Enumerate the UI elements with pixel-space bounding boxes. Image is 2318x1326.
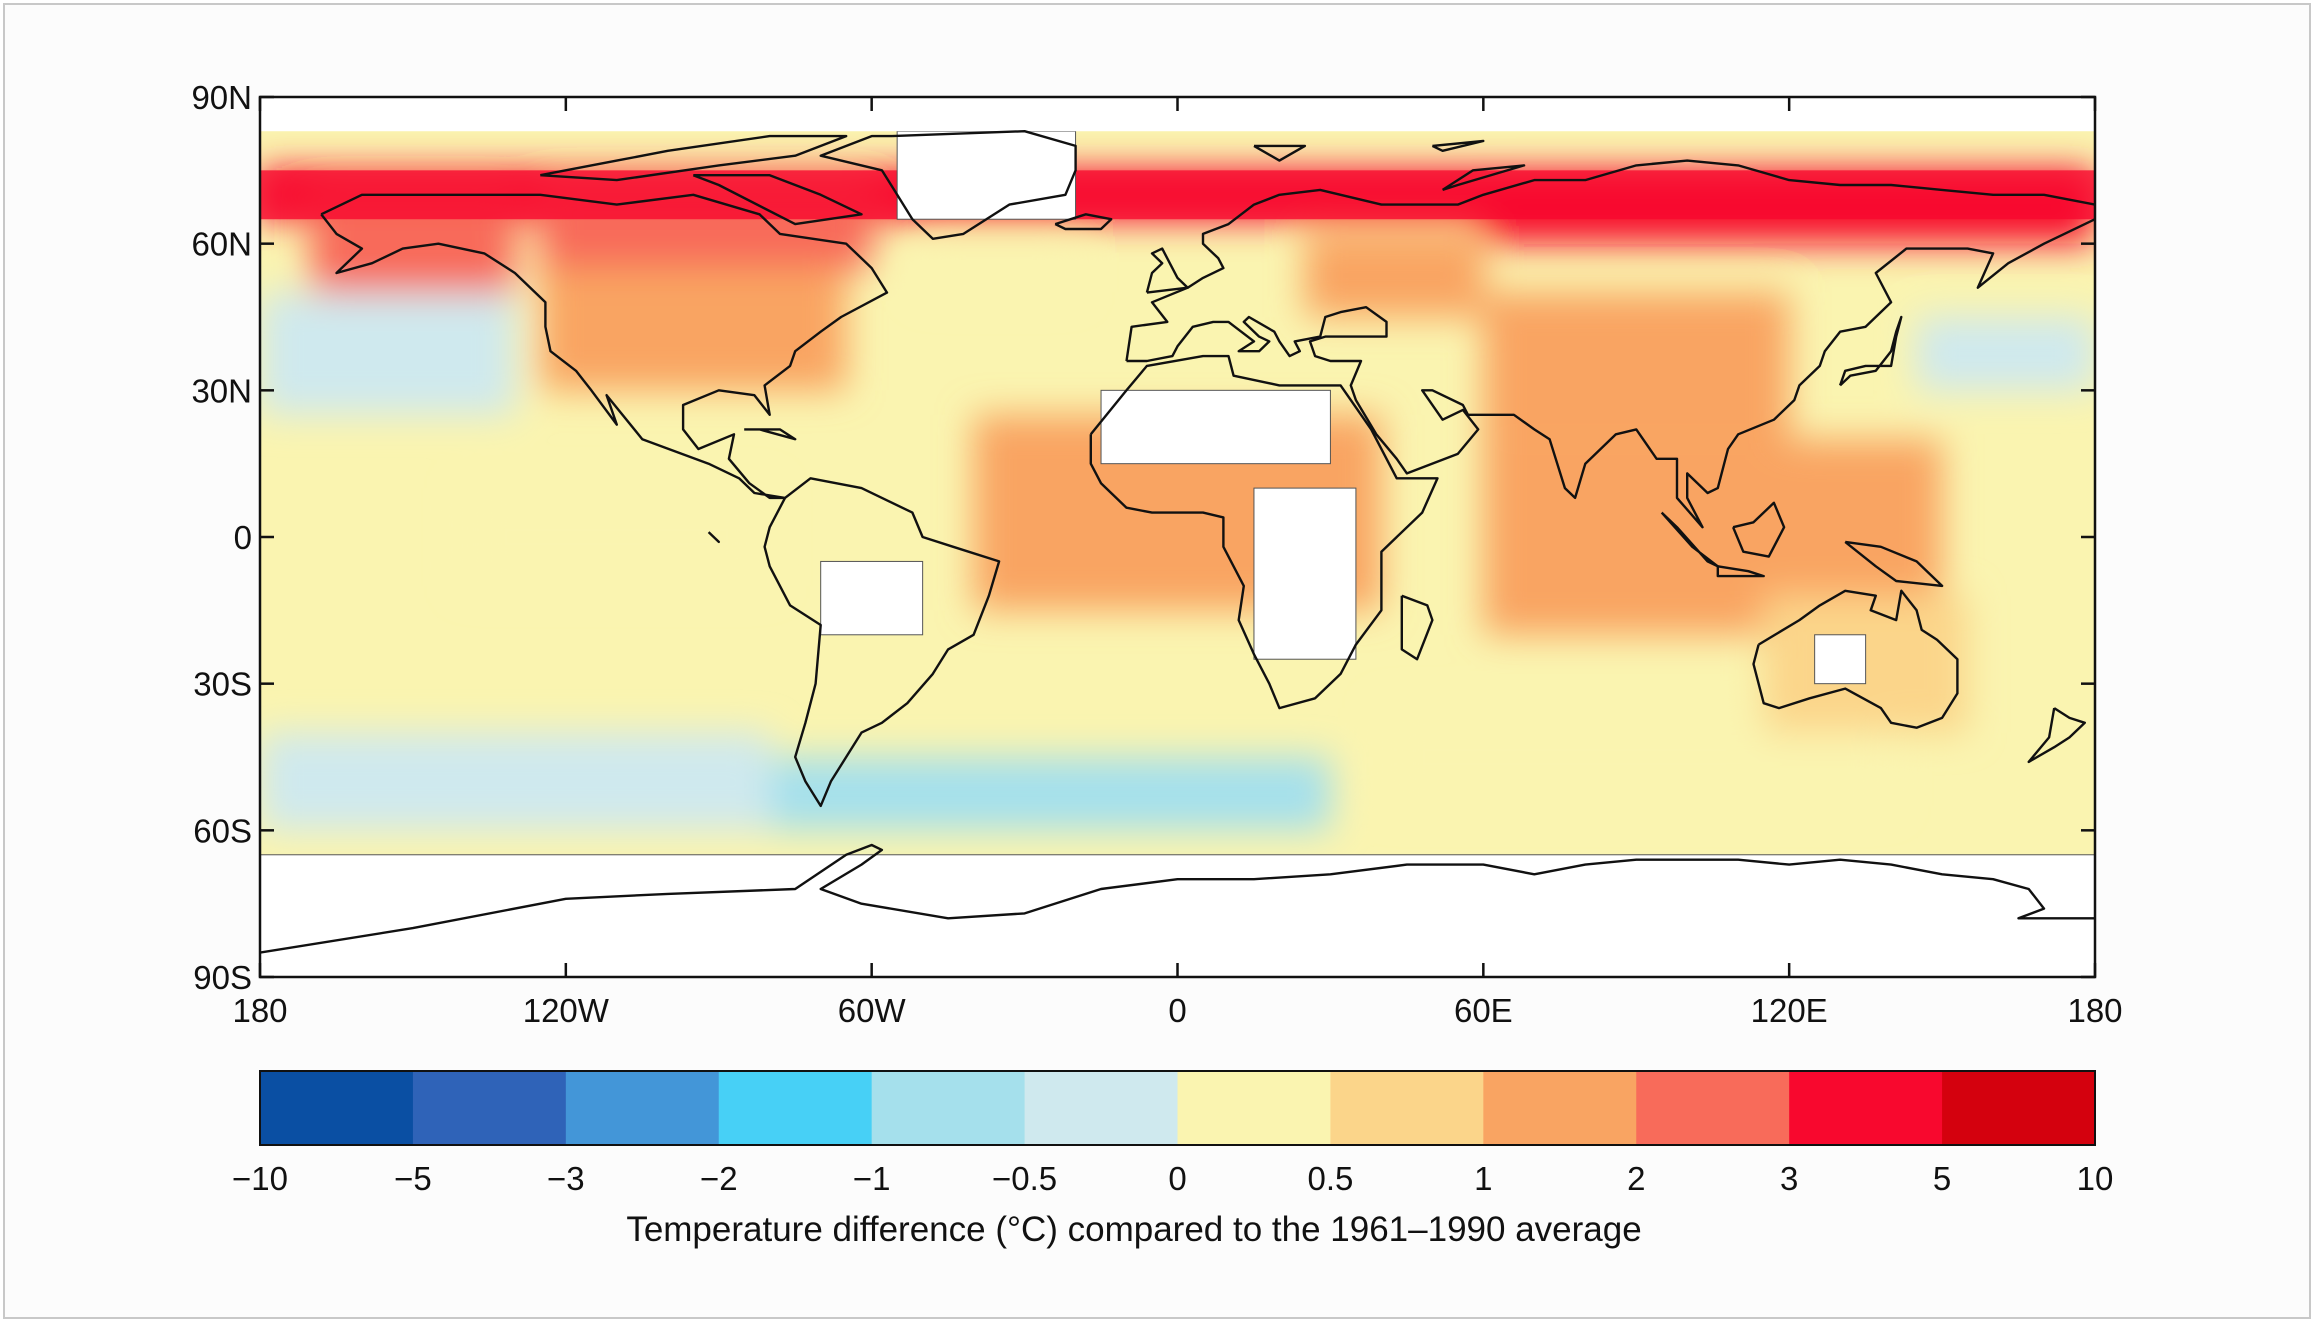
coastline-22 <box>1441 164 1526 192</box>
no-data-area-0 <box>260 854 2095 977</box>
no-data-area-4 <box>820 560 924 636</box>
lon-tick-label: 180 <box>2067 992 2122 1029</box>
coastline-2 <box>1089 354 1439 710</box>
anomaly-region-11 <box>769 757 1331 831</box>
no-data-area-3 <box>1253 487 1357 660</box>
anomaly-region-15 <box>463 488 770 586</box>
colorbar-swatch-2 <box>565 1071 720 1145</box>
anomaly-region-5 <box>260 292 515 415</box>
lon-tick-label: 120E <box>1751 992 1828 1029</box>
colorbar-tick-label: −10 <box>232 1160 288 1197</box>
coastline-9 <box>1054 213 1113 231</box>
colorbar-tick-label: 3 <box>1780 1160 1798 1197</box>
colorbar-swatch-11 <box>1942 1071 2096 1145</box>
coastline-23 <box>707 531 720 544</box>
anomaly-region-4 <box>1304 233 1484 317</box>
colorbar-tick-label: 10 <box>2077 1160 2114 1197</box>
colorbar-swatch-6 <box>1177 1071 1331 1145</box>
lon-tick-label: 120W <box>523 992 610 1029</box>
lat-tick-label: 60N <box>191 226 252 263</box>
coastline-4 <box>1126 218 2095 529</box>
coastline-1 <box>763 477 1001 808</box>
coastline-6 <box>819 130 1077 240</box>
colorbar-swatch-3 <box>718 1071 873 1145</box>
arctic-warming-band <box>260 170 2095 220</box>
colorbar: −10 −5 −3 −2 −1 −0.5 0 0.5 1 2 3 5 10 <box>232 1070 2114 1197</box>
coastline-13 <box>1731 501 1786 558</box>
coastline-18 <box>692 174 863 226</box>
lon-tick-label: 60E <box>1454 992 1513 1029</box>
colorbar-border <box>259 1070 2096 1146</box>
coastline-8 <box>1145 247 1189 294</box>
colorbar-swatch-10 <box>1789 1071 1943 1145</box>
coastline-20 <box>1431 139 1485 152</box>
lat-tick-label: 30S <box>193 666 252 703</box>
lat-tick-label: 90N <box>191 79 252 116</box>
colorbar-swatch-8 <box>1483 1071 1637 1145</box>
no-data-area-1 <box>896 130 1077 220</box>
coastline-10 <box>1838 315 1903 387</box>
colorbar-tick-label: −2 <box>700 1160 738 1197</box>
coastline-7 <box>260 843 2095 954</box>
colorbar-swatch-4 <box>871 1071 1026 1145</box>
coastline-15 <box>1400 594 1434 661</box>
lon-tick-label: 180 <box>232 992 287 1029</box>
colorbar-tick-label: −5 <box>394 1160 432 1197</box>
coastline-0 <box>320 193 889 500</box>
colorbar-tick-label: 1 <box>1474 1160 1492 1197</box>
no-data-area-5 <box>1814 634 1867 685</box>
anomaly-region-9 <box>540 268 847 391</box>
coastline-5 <box>1752 589 1959 729</box>
anomaly-region-6 <box>1916 317 2095 391</box>
coastline-21 <box>1253 144 1307 162</box>
anomaly-region-7 <box>922 253 1076 293</box>
colorbar-swatch-9 <box>1636 1071 1790 1145</box>
colorbar-tick-label: −0.5 <box>992 1160 1057 1197</box>
colorbar-swatch-0 <box>260 1071 414 1145</box>
colorbar-swatch-5 <box>1024 1071 1178 1145</box>
anomaly-region-12 <box>260 732 770 831</box>
colorbar-tick-label: 5 <box>1933 1160 1951 1197</box>
lon-tick-label: 60W <box>838 992 907 1029</box>
lon-tick-label: 0 <box>1168 992 1186 1029</box>
lat-tick-label: 60S <box>193 812 252 849</box>
coastline-17 <box>744 428 797 441</box>
colorbar-tick-label: −1 <box>853 1160 891 1197</box>
colorbar-label: Temperature difference (°C) compared to … <box>626 1210 1641 1249</box>
coastline-11 <box>1660 511 1719 568</box>
no-data-area-2 <box>1100 389 1331 465</box>
lat-tick-label: 90S <box>193 959 252 996</box>
colorbar-swatch-7 <box>1330 1071 1484 1145</box>
coastline-16 <box>2027 707 2086 764</box>
coastline-19 <box>540 134 848 182</box>
coastlines <box>260 130 2095 954</box>
lat-tick-label: 0 <box>234 519 252 556</box>
colorbar-tick-label: 0 <box>1168 1160 1186 1197</box>
colorbar-swatch-1 <box>412 1071 567 1145</box>
anomaly-region-10 <box>1483 292 1790 440</box>
lat-tick-label: 30N <box>191 372 252 409</box>
coastline-3 <box>1125 159 2095 362</box>
map-area <box>260 97 2095 977</box>
coastline-12 <box>1716 565 1765 578</box>
colorbar-tick-label: 2 <box>1627 1160 1645 1197</box>
colorbar-tick-label: 0.5 <box>1307 1160 1353 1197</box>
coastline-14 <box>1844 540 1944 588</box>
colorbar-tick-label: −3 <box>547 1160 585 1197</box>
